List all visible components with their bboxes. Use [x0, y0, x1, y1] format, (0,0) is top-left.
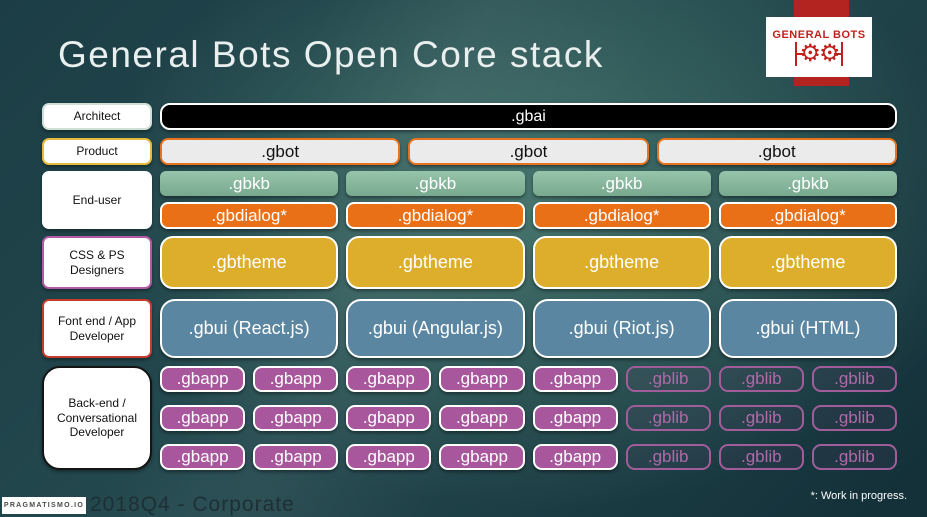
- label-backend: Back-end / Conversational Developer: [42, 366, 152, 470]
- box-gbkb: .gbkb: [532, 171, 711, 196]
- box-gblib: .gblib: [811, 366, 897, 392]
- box-gbot: .gbot: [656, 138, 897, 165]
- box-gblib: .gblib: [718, 366, 804, 392]
- box-gbkb: .gbkb: [346, 171, 525, 196]
- box-gblib: .gblib: [718, 444, 804, 470]
- gears-icon: ⚙⚙: [795, 41, 843, 66]
- page-title: General Bots Open Core stack: [58, 34, 604, 75]
- box-gbapp: .gbapp: [439, 444, 525, 470]
- box-gbai: .gbai: [160, 103, 897, 130]
- box-gblib: .gblib: [811, 444, 897, 470]
- box-gbdialog: .gbdialog*: [718, 202, 897, 229]
- box-gbapp: .gbapp: [532, 366, 618, 392]
- box-gbapp: .gbapp: [439, 405, 525, 431]
- box-gbapp: .gbapp: [253, 444, 339, 470]
- stack-diagram: Architect .gbai Product .gbot .gbot .gbo…: [42, 103, 897, 470]
- box-gbapp: .gbapp: [253, 366, 339, 392]
- box-gbapp: .gbapp: [439, 366, 525, 392]
- box-gbapp: .gbapp: [532, 444, 618, 470]
- gear-bar-left: [795, 41, 805, 66]
- row-frontend: Font end / App Developer .gbui (React.js…: [42, 299, 897, 358]
- row-end-user: End-user .gbkb .gbkb .gbkb .gbkb .gbdial…: [42, 171, 897, 229]
- box-gbapp: .gbapp: [160, 405, 246, 431]
- box-gbkb: .gbkb: [718, 171, 897, 196]
- box-gbdialog: .gbdialog*: [346, 202, 525, 229]
- box-gbui-react: .gbui (React.js): [160, 299, 339, 358]
- box-gbtheme: .gbtheme: [346, 236, 525, 289]
- row-product: Product .gbot .gbot .gbot: [42, 138, 897, 165]
- box-gbtheme: .gbtheme: [718, 236, 897, 289]
- box-gblib: .gblib: [625, 366, 711, 392]
- gear-bar-right: [833, 41, 843, 66]
- pragmatismo-logo: PRAGMATISMO.IO: [2, 497, 86, 514]
- box-gblib: .gblib: [625, 444, 711, 470]
- box-gbkb: .gbkb: [160, 171, 339, 196]
- row-architect: Architect .gbai: [42, 103, 897, 130]
- label-designers: CSS & PS Designers: [42, 236, 152, 289]
- box-gbapp: .gbapp: [253, 405, 339, 431]
- slide-footer-label: 2018Q4 - Corporate: [90, 493, 295, 516]
- box-gbapp: .gbapp: [160, 444, 246, 470]
- logo-wordmark: GENERAL BOTS: [772, 28, 866, 41]
- box-gbapp: .gbapp: [532, 405, 618, 431]
- box-gbui-angular: .gbui (Angular.js): [346, 299, 525, 358]
- general-bots-logo: GENERAL BOTS ⚙⚙: [766, 17, 872, 77]
- label-architect: Architect: [42, 103, 152, 130]
- work-in-progress-note: *: Work in progress.: [810, 490, 907, 502]
- box-gbapp: .gbapp: [346, 444, 432, 470]
- box-gbot: .gbot: [408, 138, 649, 165]
- box-gbapp: .gbapp: [346, 405, 432, 431]
- box-gbot: .gbot: [160, 138, 401, 165]
- row-backend: Back-end / Conversational Developer .gba…: [42, 366, 897, 470]
- box-gbdialog: .gbdialog*: [160, 202, 339, 229]
- box-gblib: .gblib: [718, 405, 804, 431]
- label-product: Product: [42, 138, 152, 165]
- box-gbui-html: .gbui (HTML): [718, 299, 897, 358]
- box-gbtheme: .gbtheme: [160, 236, 339, 289]
- box-gblib: .gblib: [625, 405, 711, 431]
- box-gbdialog: .gbdialog*: [532, 202, 711, 229]
- box-gbapp: .gbapp: [160, 366, 246, 392]
- pragmatismo-logo-text: PRAGMATISMO.IO: [3, 502, 85, 509]
- box-gbui-riot: .gbui (Riot.js): [532, 299, 711, 358]
- label-frontend: Font end / App Developer: [42, 299, 152, 358]
- label-end-user: End-user: [42, 171, 152, 229]
- box-gbapp: .gbapp: [346, 366, 432, 392]
- row-designers: CSS & PS Designers .gbtheme .gbtheme .gb…: [42, 236, 897, 289]
- box-gbtheme: .gbtheme: [532, 236, 711, 289]
- box-gblib: .gblib: [811, 405, 897, 431]
